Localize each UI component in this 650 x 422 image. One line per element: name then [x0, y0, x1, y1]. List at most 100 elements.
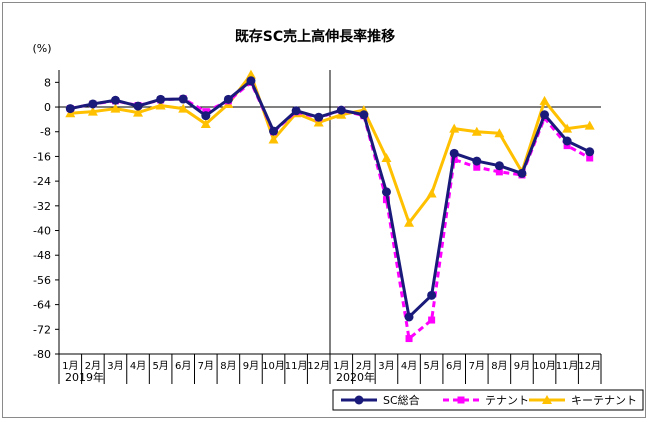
x-tick-label: 4月	[130, 360, 146, 372]
year-label: 2019年	[65, 370, 104, 384]
series-line-2	[70, 73, 590, 225]
data-point	[133, 107, 144, 117]
x-tick-label: 12月	[578, 360, 601, 372]
x-tick-label: 9月	[243, 360, 259, 372]
x-tick-label: 12月	[307, 360, 330, 372]
x-tick-label: 1月	[333, 360, 349, 372]
data-point	[223, 94, 233, 104]
series-layer	[65, 69, 595, 343]
x-tick-label: 9月	[514, 360, 530, 372]
x-tick-label: 1月	[62, 360, 78, 372]
data-point	[586, 154, 594, 162]
y-tick-label: -48	[33, 249, 51, 262]
x-tick-label: 8月	[491, 360, 507, 372]
data-point	[200, 119, 211, 129]
data-point	[269, 126, 279, 136]
data-point	[494, 161, 504, 171]
y-tick-label: -56	[33, 274, 51, 287]
y-tick-label: -16	[33, 150, 51, 163]
x-tick-label: 2月	[356, 360, 372, 372]
x-tick-label: 3月	[107, 360, 123, 372]
legend-marker	[542, 395, 552, 404]
x-tick-label: 4月	[401, 360, 417, 372]
data-point	[246, 76, 256, 86]
data-point	[428, 316, 436, 324]
data-point	[584, 120, 595, 130]
data-point	[405, 335, 413, 343]
data-point	[314, 112, 324, 122]
data-point	[404, 312, 414, 322]
data-point	[404, 217, 415, 227]
legend-marker	[457, 396, 465, 404]
x-tick-label: 11月	[556, 360, 579, 372]
data-point	[563, 142, 571, 150]
data-point	[562, 136, 572, 146]
data-point	[110, 95, 120, 105]
legend-box	[332, 389, 644, 411]
data-point	[65, 104, 75, 114]
x-tick-label: 10月	[533, 360, 556, 372]
x-tick-label: 3月	[378, 360, 394, 372]
year-label: 2020年	[336, 370, 375, 384]
data-point	[336, 105, 346, 115]
axes: 8 0 -8 -16 -24 -32 -40 -48 -56 -64 -72 -80 1月 2月 3月 4月 5…	[33, 70, 602, 384]
data-point	[449, 123, 460, 133]
x-tick-label: 6月	[175, 360, 191, 372]
chart-title: 既存SC売上高伸長率推移	[235, 28, 395, 45]
data-point	[540, 110, 550, 120]
data-point	[201, 111, 211, 121]
legend-marker	[354, 395, 364, 405]
x-tick-label: 6月	[446, 360, 462, 372]
data-point	[381, 152, 392, 162]
data-point	[313, 117, 324, 127]
data-point	[155, 100, 166, 110]
y-tick-label: -72	[33, 323, 51, 336]
data-point	[427, 290, 437, 300]
data-point	[110, 103, 121, 113]
data-point	[291, 106, 301, 116]
x-tick-label: 5月	[152, 360, 168, 372]
data-point	[88, 99, 98, 109]
chart-frame	[2, 2, 646, 418]
x-tick-label: 8月	[220, 360, 236, 372]
y-tick-label: -80	[33, 348, 51, 361]
data-point	[449, 148, 459, 158]
data-point	[178, 94, 188, 104]
data-point	[473, 163, 481, 171]
y-tick-label: 0	[44, 101, 51, 114]
data-point	[471, 126, 482, 136]
x-tick-label: 10月	[262, 360, 285, 372]
x-tick-label: 2月	[85, 360, 101, 372]
data-point	[178, 103, 189, 113]
data-point	[156, 94, 166, 104]
data-point	[562, 123, 573, 133]
y-tick-label: -24	[33, 175, 51, 188]
data-point	[472, 156, 482, 166]
data-point	[245, 69, 256, 79]
legend-label: テナント	[485, 394, 529, 407]
data-point	[381, 187, 391, 197]
legend-label: SC総合	[383, 393, 420, 407]
x-tick-label: 7月	[469, 360, 485, 372]
y-tick-label: 8	[44, 76, 51, 89]
legend: SC総合 テナント キーテナント	[332, 389, 644, 411]
x-tick-label: 11月	[285, 360, 308, 372]
data-point	[426, 188, 437, 198]
legend-label: キーテナント	[571, 394, 637, 407]
y-axis-unit-label: (%)	[32, 42, 51, 55]
data-point	[494, 128, 505, 138]
data-point	[585, 147, 595, 157]
data-point	[517, 168, 527, 178]
data-point	[359, 110, 369, 120]
y-tick-label: -32	[33, 200, 51, 213]
data-point	[87, 106, 98, 116]
y-tick-label: -64	[33, 299, 51, 312]
y-tick-label: -8	[40, 126, 51, 139]
x-tick-label: 5月	[423, 360, 439, 372]
data-point	[539, 95, 550, 105]
x-tick-label: 7月	[198, 360, 214, 372]
y-tick-label: -40	[33, 225, 51, 238]
data-point	[268, 134, 279, 144]
data-point	[495, 168, 503, 176]
